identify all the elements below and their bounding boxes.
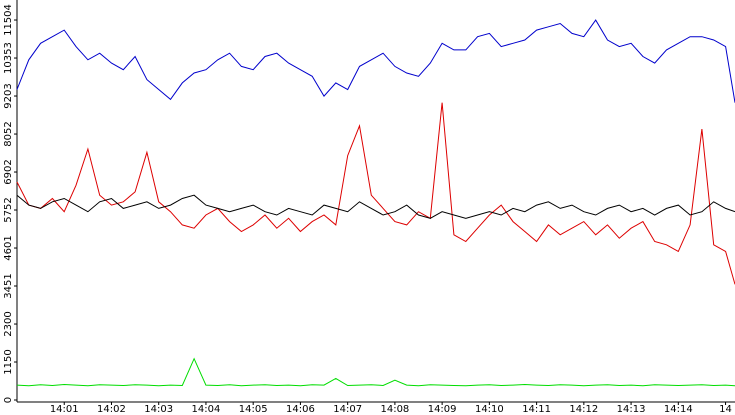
x-tick-label: 14:10 bbox=[475, 404, 504, 415]
y-tick-label: 4601 bbox=[3, 235, 14, 260]
x-tick-label: 14 bbox=[719, 404, 732, 415]
series-line bbox=[16, 194, 735, 219]
y-tick-label: 10353 bbox=[3, 42, 14, 74]
y-tick-label: 9203 bbox=[3, 83, 14, 108]
x-tick-label: 14:11 bbox=[522, 404, 551, 415]
y-tick-label: 6902 bbox=[3, 159, 14, 184]
x-tick-label: 14:02 bbox=[97, 404, 126, 415]
x-tick-label: 14:06 bbox=[286, 404, 315, 415]
x-tick-label: 14:03 bbox=[144, 404, 173, 415]
y-tick-label: 3451 bbox=[3, 273, 14, 298]
x-tick-label: 14:01 bbox=[50, 404, 79, 415]
series-line bbox=[16, 19, 735, 103]
x-tick-label: 14:08 bbox=[380, 404, 409, 415]
x-tick-label: 14:14 bbox=[664, 404, 693, 415]
x-tick-label: 14:09 bbox=[428, 404, 457, 415]
x-tick-label: 14:05 bbox=[239, 404, 268, 415]
y-tick-label: 11504 bbox=[3, 4, 14, 36]
series-line bbox=[16, 102, 735, 285]
y-tick-label: 5752 bbox=[3, 197, 14, 222]
y-tick-label: 2300 bbox=[3, 311, 14, 336]
y-tick-label: 1150 bbox=[3, 349, 14, 374]
x-tick-label: 14:13 bbox=[617, 404, 646, 415]
x-tick-label: 14:12 bbox=[569, 404, 598, 415]
y-tick-label: 0 bbox=[3, 397, 14, 403]
series-line bbox=[16, 357, 735, 387]
x-tick-label: 14:07 bbox=[333, 404, 362, 415]
x-tick-label: 14:04 bbox=[192, 404, 221, 415]
y-tick-label: 8052 bbox=[3, 121, 14, 146]
